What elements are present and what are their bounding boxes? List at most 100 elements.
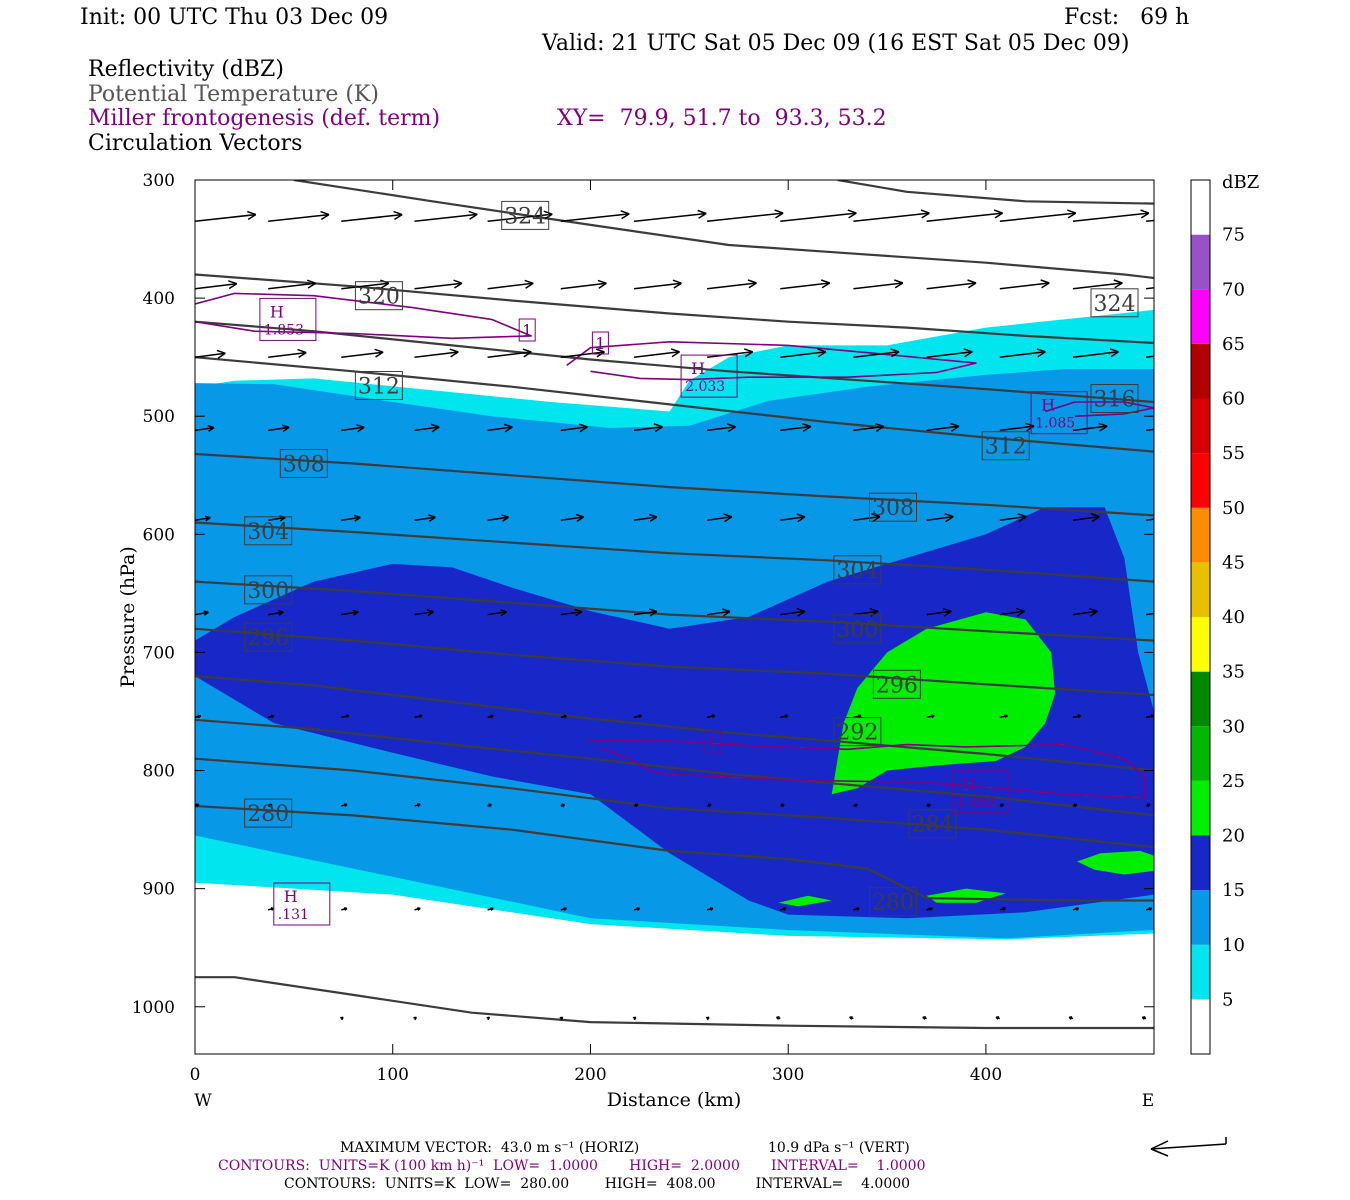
field-vectors: Circulation Vectors (88, 131, 303, 156)
svg-text:1.468: 1.468 (956, 795, 996, 811)
contours-theta-info: CONTOURS: UNITS=K LOW= 280.00 HIGH= 408.… (284, 1176, 911, 1192)
x-tick-label: 300 (772, 1065, 804, 1085)
x-tick-label: 0 (190, 1065, 201, 1085)
contours-frontogenesis-info: CONTOURS: UNITS=K (100 km h)⁻¹ LOW= 1.00… (218, 1158, 926, 1174)
frontogenesis-high: H1.853 (259, 297, 317, 341)
circulation-vector (1068, 1016, 1074, 1020)
valid-time: Valid: 21 UTC Sat 05 Dec 09 (16 EST Sat … (542, 31, 1130, 56)
circulation-vector (707, 209, 784, 223)
circulation-vector (1145, 907, 1153, 911)
theta-label: 308 (869, 492, 917, 522)
frontogenesis-contour-2 (1044, 401, 1154, 417)
frontogenesis-label: 1 (518, 318, 536, 342)
field-reflectivity: Reflectivity (dBZ) (88, 57, 284, 82)
circulation-vector (195, 424, 215, 432)
svg-text:292: 292 (836, 721, 878, 746)
circulation-vector (926, 607, 952, 617)
circulation-vector (414, 348, 459, 358)
theta-label: 300 (244, 575, 293, 605)
x-axis-title: Distance (km) (607, 1089, 742, 1111)
circulation-vector (853, 907, 860, 911)
plot-frame (194, 179, 1155, 1055)
circulation-vector (780, 803, 785, 808)
theta-label: 280 (869, 887, 917, 917)
circulation-vector (1072, 803, 1078, 808)
circulation-vector (707, 348, 754, 358)
circulation-vector (780, 348, 827, 358)
x-tick-label: 400 (970, 1065, 1002, 1085)
colorbar-label: 25 (1222, 771, 1245, 792)
circulation-vector (195, 803, 200, 808)
y-tick-label: 400 (143, 289, 175, 309)
circulation-vector (1146, 219, 1154, 223)
svg-text:280: 280 (247, 802, 289, 827)
theta-contour-11 (195, 757, 1154, 849)
circulation-vector (487, 514, 509, 522)
circulation-vector (849, 1016, 854, 1020)
svg-text:284: 284 (912, 813, 954, 838)
colorbar-label: 70 (1222, 279, 1245, 300)
theta-label: 324 (1090, 288, 1139, 318)
circulation-vector (1072, 714, 1081, 719)
circulation-vector (268, 348, 307, 359)
y-tick-label: 900 (143, 880, 175, 900)
svg-text:308: 308 (283, 453, 325, 478)
svg-text:1: 1 (708, 733, 718, 752)
circulation-vector (706, 803, 712, 808)
y-tick-label: 500 (143, 407, 175, 427)
svg-text:320: 320 (358, 285, 400, 310)
circulation-vector (414, 803, 421, 807)
circulation-vector (268, 279, 317, 290)
forecast-hour: Fcst: 69 h (1064, 5, 1190, 30)
circulation-vector (632, 1016, 637, 1021)
circulation-vector (780, 422, 812, 433)
theta-contour-5 (195, 452, 1154, 517)
theta-contour-2 (195, 273, 1154, 345)
circulation-vector (560, 714, 567, 719)
circulation-vector (999, 209, 1077, 223)
colorbar-segment (1191, 453, 1210, 508)
colorbar-segment (1191, 999, 1210, 1055)
circulation-vector (775, 1016, 781, 1020)
circulation-vector (999, 422, 1035, 432)
circulation-vector (268, 424, 290, 433)
circulation-vector (999, 348, 1046, 358)
colorbar-label: 75 (1222, 225, 1245, 246)
svg-text:296: 296 (247, 626, 289, 651)
circulation-vector (853, 803, 858, 808)
circulation-vector (780, 607, 806, 617)
max-vector-horiz: MAXIMUM VECTOR: 43.0 m s⁻¹ (HORIZ) (340, 1140, 640, 1156)
reflectivity-region-4 (1076, 850, 1154, 875)
frontogenesis-high: H.131 (273, 882, 331, 926)
circulation-vector (1146, 428, 1154, 432)
theta-contour-1 (837, 180, 1154, 205)
circulation-vector (705, 1016, 710, 1021)
circulation-vector (999, 513, 1027, 523)
reflectivity-region-2 (195, 507, 1154, 919)
circulation-vector (267, 803, 273, 808)
colorbar-segment (1191, 726, 1210, 781)
colorbar-segment (1191, 398, 1210, 454)
theta-label: 308 (279, 449, 328, 478)
colorbar-label: 30 (1222, 716, 1245, 737)
init-time: Init: 00 UTC Thu 03 Dec 09 (80, 5, 389, 30)
circulation-vector (414, 907, 421, 911)
svg-text:1: 1 (522, 321, 532, 340)
circulation-vector (487, 348, 532, 358)
circulation-vector (926, 513, 954, 523)
circulation-vector (926, 714, 935, 719)
max-vector-vert: 10.9 dPa s⁻¹ (VERT) (768, 1140, 910, 1156)
circulation-vector (926, 422, 960, 432)
colorbar-label: 15 (1222, 880, 1245, 901)
circulation-vector (560, 907, 567, 911)
svg-text:300: 300 (247, 579, 289, 604)
circulation-vector (340, 1016, 344, 1021)
circulation-vector (922, 1016, 927, 1020)
circulation-vector (633, 279, 682, 290)
circulation-vector (926, 209, 1004, 223)
axes: 300 400 500 600 700 800 900 1000 0 100 200 300 400 (132, 171, 1154, 1085)
circulation-vector (633, 803, 639, 808)
colorbar-segment (1191, 234, 1210, 290)
circulation-vector (1072, 513, 1100, 523)
